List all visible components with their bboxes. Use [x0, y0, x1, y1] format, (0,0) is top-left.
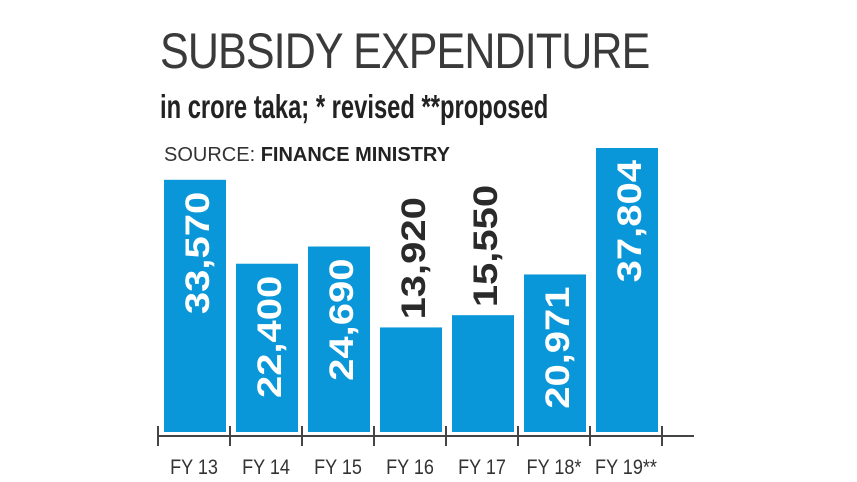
bar: [524, 274, 586, 432]
chart-title: SUBSIDY EXPENDITURE: [160, 23, 650, 79]
x-tick-label: FY 13: [170, 456, 218, 480]
source-label: SOURCE:: [164, 144, 256, 166]
data-label: 24,690: [322, 259, 360, 381]
source-name: FINANCE MINISTRY: [260, 144, 450, 166]
chart-subtitle: in crore taka; * revised **proposed: [160, 88, 549, 125]
data-label: 20,971: [538, 286, 576, 408]
chart-source: SOURCE: FINANCE MINISTRY: [164, 144, 450, 167]
data-label: 37,804: [610, 160, 648, 283]
x-tick-label: FY 14: [242, 456, 290, 480]
bar: [236, 263, 298, 432]
bar: [452, 315, 514, 432]
data-label: 13,920: [394, 197, 432, 319]
bar: [596, 148, 658, 432]
x-tick-label: FY 16: [386, 456, 434, 480]
data-label: 33,570: [178, 192, 216, 314]
bar: [380, 327, 442, 432]
bar: [308, 246, 370, 432]
x-tick-label: FY 17: [458, 456, 506, 480]
x-tick-label: FY 15: [314, 456, 362, 480]
x-tick-label: FY 19**: [595, 456, 657, 480]
data-label: 15,550: [466, 185, 504, 307]
x-tick-label: FY 18*: [527, 456, 582, 480]
data-label: 22,400: [250, 276, 288, 398]
bar: [164, 179, 226, 432]
